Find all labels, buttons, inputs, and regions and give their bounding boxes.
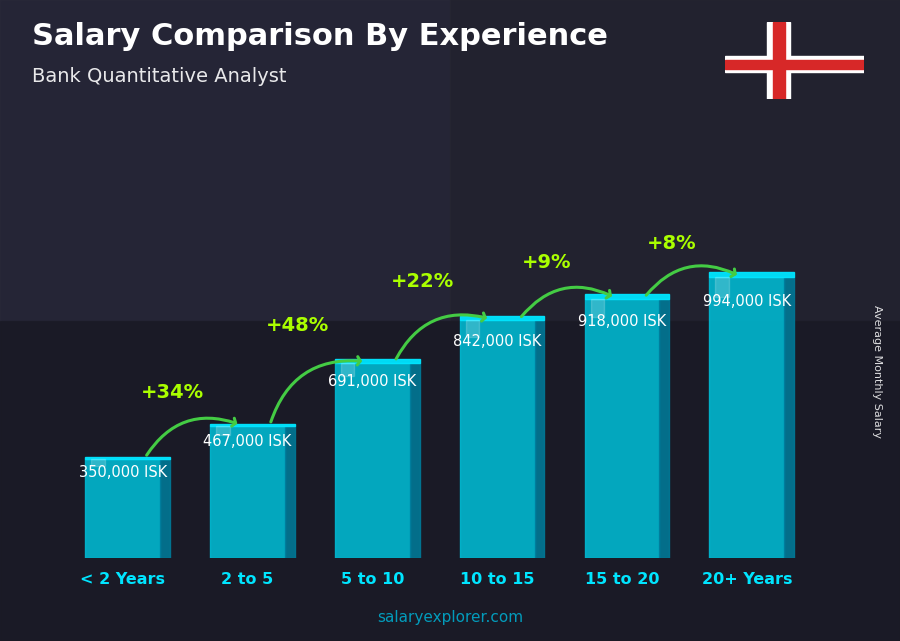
Bar	[210, 424, 294, 426]
Bar	[724, 56, 864, 72]
Text: +9%: +9%	[522, 253, 572, 272]
Text: 918,000 ISK: 918,000 ISK	[578, 314, 666, 329]
Bar	[91, 459, 104, 466]
Bar	[285, 426, 294, 558]
Bar	[0, 320, 900, 641]
Bar	[460, 320, 535, 558]
Text: 350,000 ISK: 350,000 ISK	[78, 465, 166, 480]
Text: 994,000 ISK: 994,000 ISK	[703, 294, 791, 309]
Bar	[767, 22, 790, 99]
Text: +48%: +48%	[266, 315, 329, 335]
Bar	[724, 60, 864, 69]
Bar	[0, 0, 450, 320]
Bar	[709, 272, 794, 278]
Bar	[216, 426, 230, 435]
Bar	[160, 459, 170, 558]
Bar	[335, 363, 410, 558]
Bar	[86, 459, 160, 558]
Text: +8%: +8%	[647, 235, 697, 253]
Text: Average Monthly Salary: Average Monthly Salary	[872, 305, 883, 438]
Bar	[410, 363, 419, 558]
Bar	[210, 426, 285, 558]
Bar	[772, 22, 785, 99]
Bar	[784, 278, 794, 558]
Text: 691,000 ISK: 691,000 ISK	[328, 374, 417, 390]
Bar	[335, 359, 419, 363]
Bar	[460, 316, 544, 320]
Bar	[709, 278, 784, 558]
Text: +22%: +22%	[391, 272, 454, 290]
Bar	[341, 363, 355, 376]
Text: salaryexplorer.com: salaryexplorer.com	[377, 610, 523, 625]
Bar	[716, 278, 729, 297]
Bar	[535, 320, 544, 558]
Bar	[660, 299, 670, 558]
Bar	[465, 320, 479, 337]
Bar	[86, 457, 170, 459]
Text: Salary Comparison By Experience: Salary Comparison By Experience	[32, 22, 608, 51]
Bar	[585, 299, 660, 558]
Text: 467,000 ISK: 467,000 ISK	[203, 434, 292, 449]
Bar	[450, 0, 900, 320]
Text: 842,000 ISK: 842,000 ISK	[453, 335, 542, 349]
Text: +34%: +34%	[141, 383, 204, 402]
Bar	[590, 299, 604, 317]
Bar	[585, 294, 670, 299]
Text: Bank Quantitative Analyst: Bank Quantitative Analyst	[32, 67, 286, 87]
